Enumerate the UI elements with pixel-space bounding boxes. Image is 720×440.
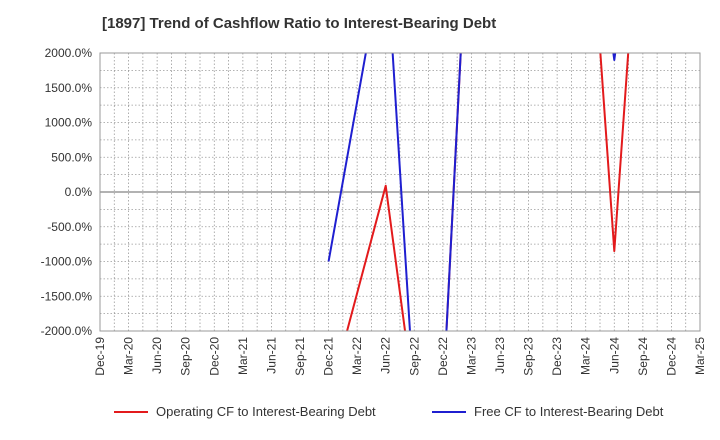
legend-label-free-cf: Free CF to Interest-Bearing Debt [474,404,664,419]
x-tick-label: Jun-23 [493,337,507,374]
legend-swatch-operating-cf [114,410,148,413]
x-tick-label: Dec-19 [93,337,107,376]
x-tick-label: Mar-23 [464,337,478,375]
y-tick-label: -2000.0% [41,324,93,338]
x-tick-label: Jun-24 [607,337,621,374]
x-tick-label: Mar-21 [236,337,250,375]
x-tick-label: Dec-23 [550,337,564,376]
x-tick-label: Sep-22 [407,337,421,376]
plot-border [99,52,701,332]
x-tick-label: Mar-22 [350,337,364,375]
x-tick-label: Sep-23 [522,337,536,376]
series-line-free-cf [327,53,617,331]
legend-item-operating-cf: Operating CF to Interest-Bearing Debt [114,404,376,419]
y-tick-label: 1000.0% [45,116,93,130]
x-tick-label: Jun-21 [264,337,278,374]
x-tick-label: Mar-24 [579,337,593,375]
x-tick-label: Jun-22 [379,337,393,374]
y-tick-label: 2000.0% [45,46,93,60]
y-tick-label: 0.0% [65,185,93,199]
x-tick-label: Mar-25 [693,337,707,375]
x-tick-label: Dec-20 [207,337,221,376]
x-tick-label: Sep-24 [636,337,650,376]
x-tick-label: Dec-21 [322,337,336,376]
legend-item-free-cf: Free CF to Interest-Bearing Debt [432,404,663,419]
y-tick-label: -500.0% [47,220,92,234]
y-tick-label: -1500.0% [41,289,93,303]
chart-title: [1897] Trend of Cashflow Ratio to Intere… [102,15,497,32]
y-tick-label: -1000.0% [41,255,93,269]
x-tick-label: Jun-20 [150,337,164,374]
x-tick-label: Mar-20 [122,337,136,375]
y-tick-label: 1500.0% [45,81,93,95]
legend-swatch-free-cf [432,410,466,413]
x-tick-label: Sep-21 [293,337,307,376]
x-tick-label: Sep-20 [179,337,193,376]
x-tick-label: Dec-22 [436,337,450,376]
x-tick-label: Dec-24 [664,337,678,376]
legend-label-operating-cf: Operating CF to Interest-Bearing Debt [156,404,376,419]
legend: Operating CF to Interest-Bearing Debt Fr… [0,404,720,428]
series-line-operating-cf [346,53,630,331]
y-tick-label: 500.0% [51,150,92,164]
